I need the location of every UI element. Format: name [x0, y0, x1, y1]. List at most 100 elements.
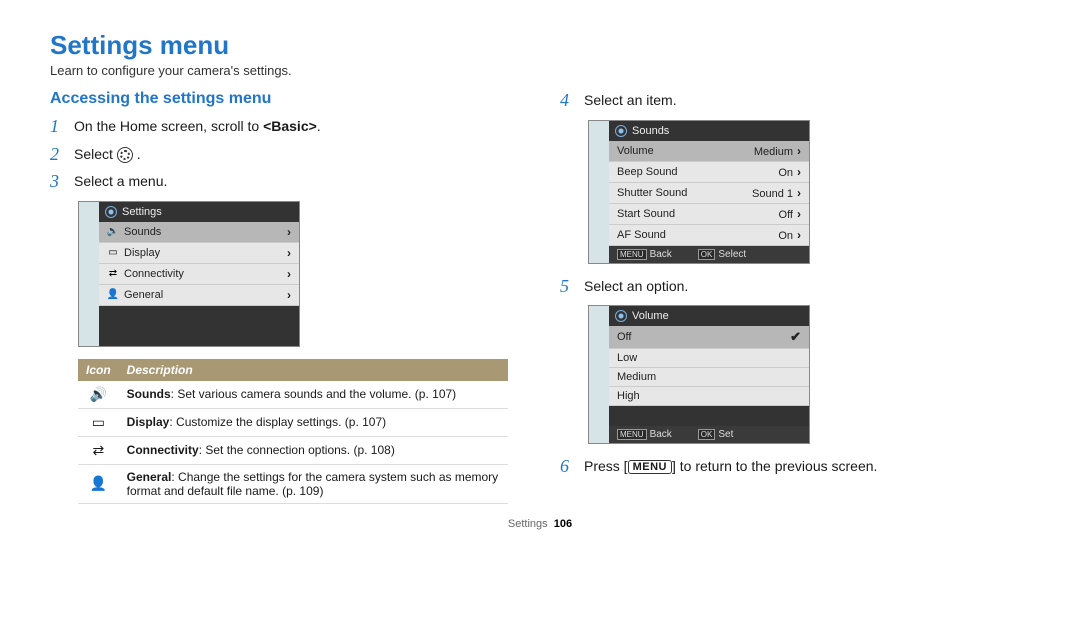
footer-back: MENUBack: [617, 429, 672, 440]
option-label: Low: [617, 352, 637, 364]
step-text: Select .: [74, 144, 141, 163]
step-text: On the Home screen, scroll to <Basic>.: [74, 116, 321, 134]
chevron-right-icon: ›: [797, 207, 801, 221]
row-icon: 👤: [107, 290, 119, 300]
screen-footer: MENUBack OKSet: [609, 426, 809, 443]
screen-blank-area: [99, 306, 299, 346]
table-row: 👤General: Change the settings for the ca…: [78, 464, 508, 503]
step-2: 2 Select .: [50, 144, 520, 166]
footer-select: OKSelect: [698, 249, 746, 260]
option-row: Low: [609, 349, 809, 368]
option-label: High: [617, 390, 640, 402]
page-footer: Settings 106: [50, 518, 1030, 530]
screen-header: Sounds: [609, 121, 809, 141]
screen-left-strip: [589, 121, 609, 263]
section-title: Accessing the settings menu: [50, 90, 520, 108]
table-row: ▭Display: Customize the display settings…: [78, 408, 508, 436]
row-icon: 🔊: [107, 227, 119, 237]
screen-header-label: Sounds: [632, 125, 669, 137]
camera-screenshot-volume: Volume Off✔ Low Medium High MENUBack OKSet: [588, 305, 810, 444]
option-row: High: [609, 387, 809, 406]
step-1: 1 On the Home screen, scroll to <Basic>.: [50, 116, 520, 138]
chevron-right-icon: ›: [797, 186, 801, 200]
menu-row: Start Sound Off ›: [609, 204, 809, 225]
screen-blank-area: [609, 406, 809, 426]
row-label: Display: [124, 247, 160, 259]
step-5: 5 Select an option.: [560, 276, 1030, 298]
footer-set-label: Set: [718, 429, 733, 440]
row-label: Connectivity: [124, 268, 184, 280]
step-number: 5: [560, 276, 584, 298]
camera-screenshot-settings: Settings 🔊Sounds›▭Display›⇄Connectivity›…: [78, 201, 300, 347]
gear-icon: [105, 206, 117, 218]
left-column: Accessing the settings menu 1 On the Hom…: [50, 90, 520, 504]
gear-icon: [615, 125, 627, 137]
step-4: 4 Select an item.: [560, 90, 1030, 112]
desc-icon: 👤: [78, 464, 119, 503]
menu-button-icon: MENU: [628, 460, 672, 474]
footer-select-label: Select: [718, 249, 746, 260]
step-text-part: On the Home screen, scroll to: [74, 118, 263, 134]
option-row: Off✔: [609, 326, 809, 349]
ok-button-icon: OK: [698, 429, 716, 440]
menu-row: ⇄Connectivity›: [99, 264, 299, 285]
menu-row: ▭Display›: [99, 243, 299, 264]
step-text: Select an option.: [584, 276, 688, 294]
row-label: Sounds: [124, 226, 161, 238]
chevron-right-icon: ›: [287, 267, 291, 281]
step-number: 2: [50, 144, 74, 166]
camera-screenshot-sounds: Sounds VolumeMedium›Beep SoundOn›Shutter…: [588, 120, 810, 264]
screen-header: Volume: [609, 306, 809, 326]
table-header-icon: Icon: [78, 359, 119, 381]
footer-back: MENUBack: [617, 249, 672, 260]
row-label: Beep Sound: [617, 166, 678, 178]
menu-row: AF SoundOn›: [609, 225, 809, 246]
desc-text: Display: Customize the display settings.…: [119, 408, 508, 436]
desc-text: Sounds: Set various camera sounds and th…: [119, 381, 508, 409]
table-row: ⇄Connectivity: Set the connection option…: [78, 436, 508, 464]
menu-row: Shutter SoundSound 1›: [609, 183, 809, 204]
row-value: Off: [779, 209, 793, 221]
row-value: On: [778, 167, 793, 179]
chevron-right-icon: ›: [797, 144, 801, 158]
icon-description-table: Icon Description 🔊Sounds: Set various ca…: [78, 359, 508, 504]
chevron-right-icon: ›: [287, 246, 291, 260]
screen-header: Settings: [99, 202, 299, 222]
step-number: 1: [50, 116, 74, 138]
right-column: 4 Select an item. Sounds VolumeMedium›Be…: [560, 90, 1030, 504]
footer-back-label: Back: [650, 249, 672, 260]
screen-left-strip: [79, 202, 99, 346]
menu-row: Beep Sound On ›: [609, 162, 809, 183]
step-6: 6 Press [MENU] to return to the previous…: [560, 456, 1030, 478]
menu-button-icon: MENU: [617, 429, 647, 440]
menu-row: 👤General›: [99, 285, 299, 306]
option-label: Medium: [617, 371, 656, 383]
row-value: Medium: [754, 146, 793, 158]
step-text-part: ] to return to the previous screen.: [672, 458, 877, 474]
step-text: Select a menu.: [74, 171, 167, 189]
row-label: Start Sound: [617, 208, 675, 220]
screen-footer: MENUBack OKSelect: [609, 246, 809, 263]
ok-button-icon: OK: [698, 249, 716, 260]
option-row: Medium: [609, 368, 809, 387]
desc-icon: ⇄: [78, 436, 119, 464]
screen-header-label: Settings: [122, 206, 162, 218]
menu-row: 🔊Sounds›: [99, 222, 299, 243]
step-number: 6: [560, 456, 584, 478]
intro-text: Learn to configure your camera's setting…: [50, 63, 1030, 78]
row-value: On: [778, 230, 793, 242]
desc-text: General: Change the settings for the cam…: [119, 464, 508, 503]
footer-set: OKSet: [698, 429, 734, 440]
desc-icon: 🔊: [78, 381, 119, 409]
step-number: 3: [50, 171, 74, 193]
option-label: Off: [617, 331, 631, 343]
chevron-right-icon: ›: [797, 165, 801, 179]
gear-icon: [117, 147, 133, 163]
menu-row: VolumeMedium›: [609, 141, 809, 162]
desc-icon: ▭: [78, 408, 119, 436]
gear-icon: [615, 310, 627, 322]
step-3: 3 Select a menu.: [50, 171, 520, 193]
desc-text: Connectivity: Set the connection options…: [119, 436, 508, 464]
footer-back-label: Back: [650, 429, 672, 440]
row-label: Shutter Sound: [617, 187, 687, 199]
